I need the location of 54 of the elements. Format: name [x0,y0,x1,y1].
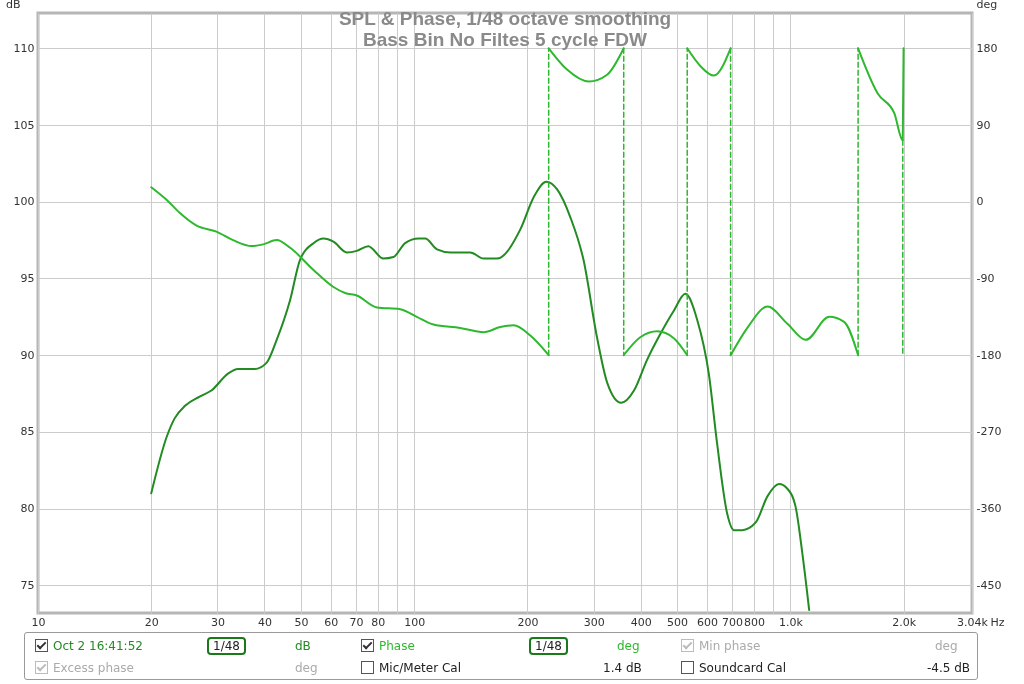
y2-tick-label: 180 [976,41,998,55]
x-tick-label: 3.04k [957,615,989,629]
text: dB [295,639,311,653]
y2-tick-label: -360 [976,502,1002,516]
x-tick-label: 10 [31,615,46,629]
y-tick-label: 95 [20,271,35,285]
x-tick-label: 1.0k [778,615,804,629]
y-axis-title: dB [5,0,21,11]
x-tick-label: 70 [349,615,364,629]
text: Excess phase [53,661,134,675]
y2-tick-label: -270 [976,425,1002,439]
y2-tick-label: -450 [976,578,1002,592]
y2-tick-label: -180 [976,348,1002,362]
x-tick-label: 400 [630,615,652,629]
x-tick-label: 20 [144,615,159,629]
text: Phase [379,639,415,653]
y2-tick-label: -90 [976,271,995,285]
x-tick-label: 30 [210,615,225,629]
x-tick-label: 800 [743,615,765,629]
y-tick-label: 90 [20,348,35,362]
y-tick-label: 75 [20,578,35,592]
x-tick-label: 40 [257,615,272,629]
text: deg [617,639,640,653]
text: 1/48 [207,637,246,655]
x-tick-label: 50 [294,615,309,629]
text: 1.4 dB [603,661,642,675]
text: deg [935,639,958,653]
x-tick-label: 700 [722,615,744,629]
text: -4.5 dB [927,661,971,675]
text: Oct 2 16:41:52 [53,639,143,653]
x-tick-label: 100 [404,615,426,629]
x-tick-label: 2.0k [892,615,917,629]
x-axis-title: Hz [990,615,1005,629]
chart-title: SPL & Phase, 1/48 octave smoothing [338,8,672,29]
x-tick-label: 600 [696,615,718,629]
x-tick-label: 80 [371,615,386,629]
x-tick-label: 300 [583,615,605,629]
y-tick-label: 85 [20,425,35,439]
y-tick-label: 100 [13,195,35,209]
text: Soundcard Cal [699,661,786,675]
y-tick-label: 80 [20,502,35,516]
text: Bass Bin No Filtes 5 cycle FDW [362,29,648,50]
text: Mic/Meter Cal [379,661,461,675]
y-tick-label: 105 [13,118,35,132]
y-tick-label: 110 [13,41,35,55]
x-tick-label: 200 [517,615,539,629]
text: Min phase [699,639,761,653]
text: deg [295,661,318,675]
y2-tick-label: 0 [976,195,984,209]
text: 1/48 [529,637,568,655]
x-tick-label: 60 [324,615,339,629]
y2-tick-label: 90 [976,118,991,132]
y2-axis-title: deg [976,0,998,11]
x-tick-label: 500 [667,615,689,629]
